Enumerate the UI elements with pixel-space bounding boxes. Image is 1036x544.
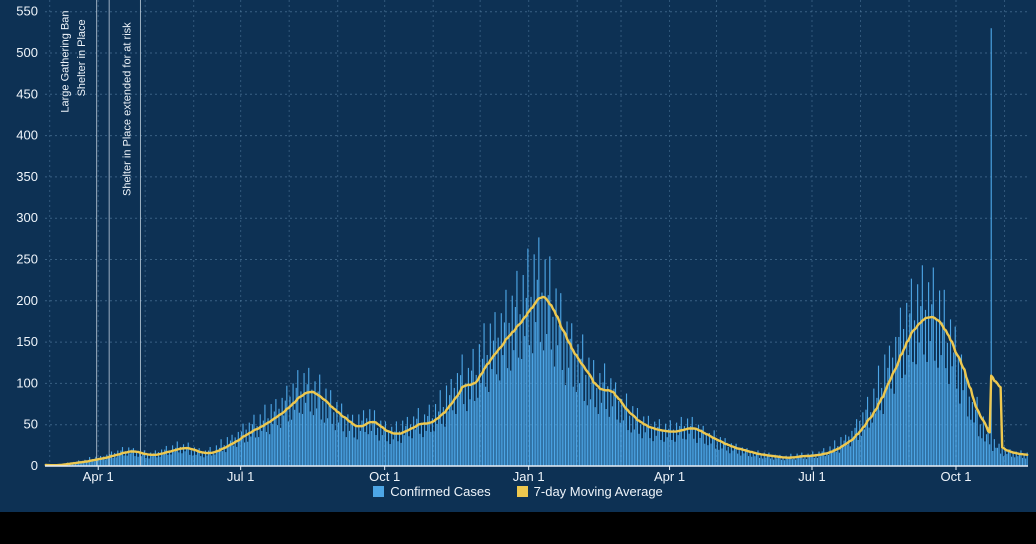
cases-chart: Large Gathering Ban Shelter in Place Shelt… xyxy=(16,0,1029,484)
y-axis-tick-label: 200 xyxy=(16,293,38,308)
axes: 0 50 100 150 200 250 300 350 400 450 500 550 Apr 1 Ju… xyxy=(16,4,1028,484)
x-axis-tick-label: Oct 1 xyxy=(369,469,400,484)
y-axis-tick-label: 500 xyxy=(16,45,38,60)
y-axis-tick-label: 100 xyxy=(16,375,38,390)
moving-average-line xyxy=(44,295,1029,467)
annotation-label: Shelter in Place extended for at risk xyxy=(121,22,133,196)
x-axis-tick-label: Jul 1 xyxy=(798,469,825,484)
moving-average-swatch xyxy=(516,486,528,497)
chart-plot-area: Large Gathering Ban Shelter in Place Shelt… xyxy=(0,0,1036,512)
y-axis-tick-label: 150 xyxy=(16,334,38,349)
legend-label-confirmed-cases: Confirmed Cases xyxy=(390,484,491,499)
y-axis-tick-label: 0 xyxy=(31,458,38,473)
x-axis-tick-label: Oct 1 xyxy=(940,469,971,484)
y-axis-tick-label: 250 xyxy=(16,252,38,267)
y-axis-tick-label: 400 xyxy=(16,128,38,143)
y-axis-tick-label: 350 xyxy=(16,169,38,184)
annotation-label: Large Gathering Ban xyxy=(60,10,72,112)
x-axis-tick-label: Apr 1 xyxy=(654,469,685,484)
annotations: Large Gathering Ban Shelter in Place Shelt… xyxy=(60,0,141,466)
y-axis-tick-label: 450 xyxy=(16,86,38,101)
legend-item-confirmed-cases: Confirmed Cases xyxy=(373,484,491,499)
y-axis-tick-label: 50 xyxy=(24,417,38,432)
bars-series-confirmed-cases xyxy=(45,28,1028,467)
chart-legend: Confirmed Cases 7-day Moving Average xyxy=(0,484,1036,499)
y-axis-tick-label: 300 xyxy=(16,210,38,225)
y-axis-tick-label: 550 xyxy=(16,4,38,19)
annotation-label: Shelter in Place xyxy=(76,19,88,96)
confirmed-cases-swatch xyxy=(373,486,385,497)
gridlines xyxy=(45,0,1028,466)
x-axis-tick-label: Apr 1 xyxy=(83,469,114,484)
legend-label-moving-average: 7-day Moving Average xyxy=(533,484,663,499)
x-axis-tick-label: Jan 1 xyxy=(513,469,545,484)
x-axis-tick-label: Jul 1 xyxy=(227,469,254,484)
legend-item-moving-average: 7-day Moving Average xyxy=(516,484,663,499)
